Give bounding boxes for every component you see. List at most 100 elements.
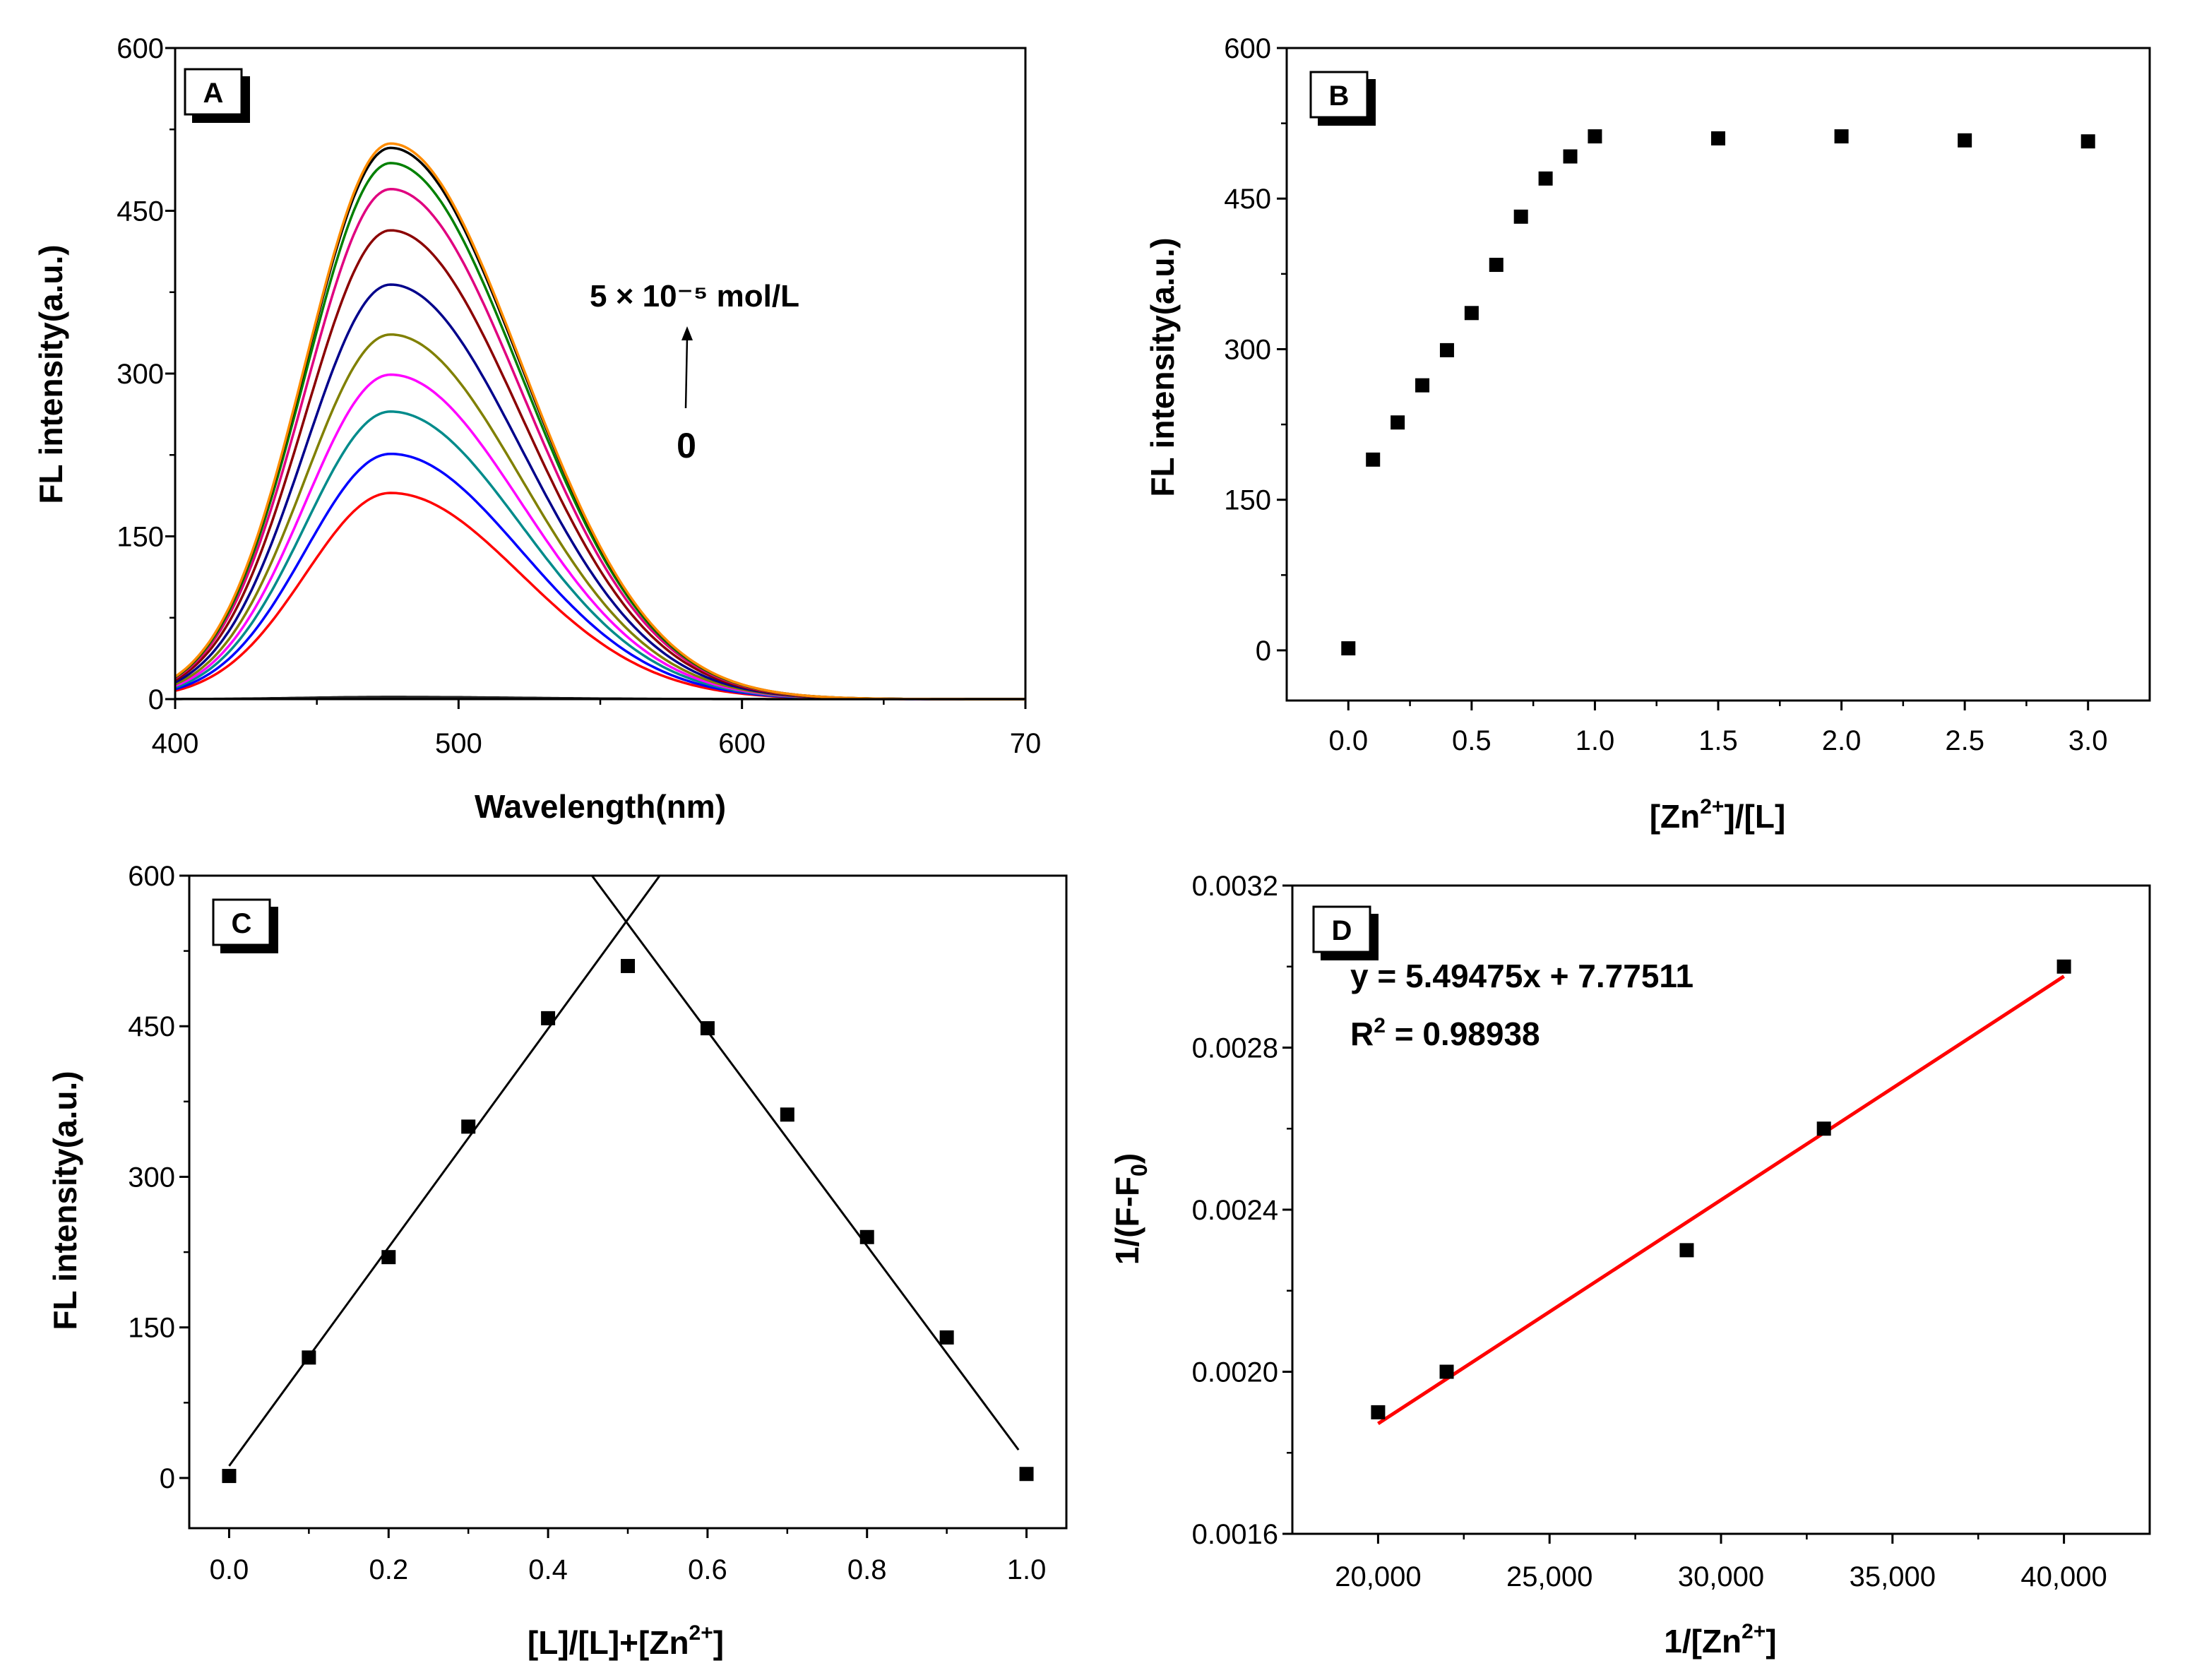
panel-a-ytick-label: 450	[117, 196, 164, 227]
panel-c-xtick-label: 0.0	[210, 1554, 249, 1585]
panel-c: 0.0 0.2 0.4 0.6 0.8 1.0 0 150 300 450 600 C [L]/[L…	[47, 861, 1068, 1661]
panel-d-r-squared: R2 = 0.98938	[1350, 1014, 1540, 1052]
panel-d-xlabel: 1/[Zn2+]	[1664, 1620, 1776, 1660]
panel-b-xtick-label: 2.0	[1822, 725, 1862, 756]
panel-c-frame	[188, 874, 1068, 1530]
panel-c-data-point	[541, 1011, 556, 1025]
panel-a-spectrum-s1	[174, 492, 1025, 701]
panel-b-xtick-label: 2.5	[1945, 725, 1984, 756]
panel-b-points	[1341, 129, 2095, 656]
panel-b-ytick-label: 150	[1224, 485, 1271, 516]
panel-c-data-point	[302, 1350, 316, 1365]
panel-c-data-point	[461, 1119, 476, 1134]
panel-b-ytick-label: 600	[1224, 33, 1271, 64]
panel-b-data-point	[1958, 133, 1972, 148]
panel-a-ytick-label: 600	[117, 33, 164, 64]
panel-d-ytick-label: 0.0028	[1192, 1033, 1278, 1064]
panel-d-ytick-label: 0.0024	[1192, 1195, 1278, 1226]
panel-b-letter: B	[1329, 81, 1350, 112]
panel-c-ytick-label: 150	[128, 1313, 175, 1344]
panel-c-ylabel: FL intensity(a.u.)	[47, 1071, 83, 1330]
panel-c-ytick-label: 600	[128, 861, 175, 892]
panel-b-ytick-label: 450	[1224, 184, 1271, 215]
panel-c-points	[222, 875, 1034, 1484]
panel-a-xtick-label: 500	[435, 728, 482, 759]
panel-d-xtick-label: 40,000	[2020, 1561, 2107, 1592]
panel-c-ytick-label: 300	[128, 1162, 175, 1193]
panel-d-letter-box: D	[1312, 905, 1379, 960]
panel-b-axes: 0.0 0.5 1.0 1.5 2.0 2.5 3.0 0 150 300 450 600	[1224, 33, 2107, 756]
panel-a-xtick-label: 400	[152, 728, 199, 759]
panel-b-ytick-label: 300	[1224, 334, 1271, 365]
panel-a-annotation-top: 5 × 10⁻⁵ mol/L	[590, 279, 799, 314]
panel-b-data-point	[1711, 131, 1725, 145]
panel-a-xlabel: Wavelength(nm)	[475, 788, 726, 825]
panel-b-ytick-label: 0	[1256, 636, 1271, 667]
panel-b-data-point	[1588, 129, 1602, 144]
panel-c-xtick-label: 0.2	[369, 1554, 408, 1585]
panel-b-data-point	[1415, 378, 1430, 393]
panel-b-xtick-label: 3.0	[2068, 725, 2108, 756]
panel-c-xtick-label: 0.8	[847, 1554, 887, 1585]
panel-b-letter-box: B	[1309, 71, 1376, 126]
panel-c-xlabel: [L]/[L]+[Zn2+]	[528, 1621, 724, 1661]
panel-b-data-point	[1834, 129, 1849, 144]
panel-b-xtick-label: 0.0	[1328, 725, 1368, 756]
panel-b-data-point	[1563, 149, 1578, 164]
panel-d-ytick-label: 0.0016	[1192, 1519, 1278, 1550]
panel-d-xtick-label: 35,000	[1850, 1561, 1936, 1592]
panel-d-ytick-label: 0.0020	[1192, 1357, 1278, 1388]
panel-c-fit-line	[590, 875, 1020, 1451]
panel-d-fit-line	[1377, 975, 2065, 1426]
panel-b-data-point	[1538, 171, 1553, 186]
panel-a-frame	[174, 47, 1027, 701]
panel-c-ytick-label: 450	[128, 1011, 175, 1042]
panel-b: 0.0 0.5 1.0 1.5 2.0 2.5 3.0 0 150 300 450 600 B [Zn…	[1144, 33, 2151, 835]
panel-d-xtick-label: 20,000	[1335, 1561, 1421, 1592]
panel-c-data-point	[780, 1107, 794, 1122]
panel-a-ylabel: FL intensity(a.u.)	[32, 244, 69, 504]
panel-a-spectrum-s8	[174, 188, 1025, 701]
panel-b-xlabel: [Zn2+]/[L]	[1650, 795, 1786, 835]
panel-b-ylabel: FL intensity(a.u.)	[1144, 237, 1181, 496]
panel-c-data-point	[1019, 1467, 1034, 1482]
panel-b-xtick-label: 1.5	[1698, 725, 1738, 756]
panel-a-xtick-label: 600	[718, 728, 766, 759]
panel-d-xtick-label: 30,000	[1678, 1561, 1764, 1592]
panel-c-xtick-label: 0.4	[528, 1554, 568, 1585]
panel-d-axes: 20,000 25,000 30,000 35,000 40,000 0.0016 0.00…	[1192, 871, 2107, 1592]
panel-b-data-point	[1513, 209, 1528, 224]
panel-d-equation: y = 5.49475x + 7.77511	[1350, 958, 1693, 994]
panel-b-frame	[1285, 47, 2151, 702]
panel-b-data-point	[1391, 415, 1405, 430]
panel-c-data-point	[222, 1469, 237, 1484]
panel-a-curves	[174, 142, 1025, 701]
panel-d-data-point	[2056, 959, 2071, 974]
panel-b-data-point	[1341, 641, 1356, 656]
panel-a-letter: A	[203, 78, 224, 109]
panel-d-ytick-label: 0.0032	[1192, 871, 1278, 902]
panel-d-frame	[1291, 884, 2151, 1535]
panel-c-data-point	[621, 958, 635, 973]
panel-c-xtick-label: 1.0	[1007, 1554, 1047, 1585]
panel-d-data-point	[1371, 1405, 1386, 1419]
panel-b-data-point	[1464, 306, 1479, 321]
panel-d-points	[1371, 959, 2071, 1426]
panel-b-data-point	[1366, 452, 1381, 467]
panel-a-arrow	[681, 326, 693, 409]
panel-b-xtick-label: 0.5	[1452, 725, 1492, 756]
panel-d-data-point	[1439, 1364, 1454, 1379]
panel-c-data-point	[381, 1250, 396, 1265]
panel-a-ytick-label: 150	[117, 522, 164, 553]
panel-b-data-point	[1439, 342, 1454, 357]
panel-d-xtick-label: 25,000	[1506, 1561, 1592, 1592]
panel-c-xtick-label: 0.6	[688, 1554, 727, 1585]
panel-c-letter: C	[232, 908, 252, 939]
panel-c-data-point	[700, 1021, 715, 1036]
panel-b-data-point	[1489, 258, 1504, 273]
panel-a-ytick-label: 0	[148, 684, 164, 715]
